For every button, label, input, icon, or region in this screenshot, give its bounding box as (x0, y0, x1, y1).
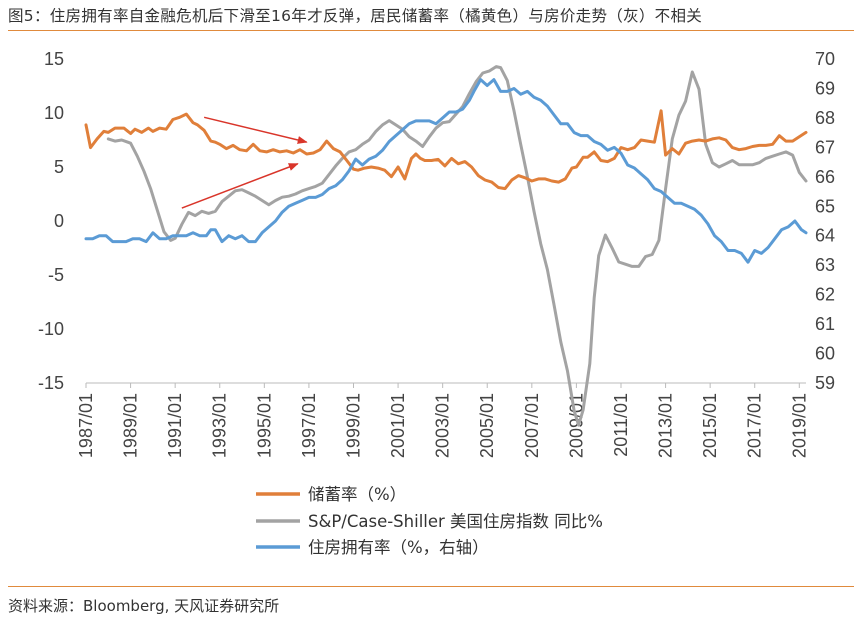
left-axis-ticks: 15 10 5 0 -5 -10 -15 (38, 49, 64, 393)
series-layer (84, 65, 808, 427)
left-tick-label: 5 (54, 157, 64, 177)
x-tick-label: 2009/01 (566, 393, 586, 458)
right-tick-label: 62 (815, 285, 835, 305)
left-tick-label: -10 (38, 319, 64, 339)
x-tick-label: 1995/01 (254, 393, 274, 458)
x-tick-label: 1999/01 (343, 393, 363, 458)
right-tick-label: 59 (815, 373, 835, 393)
x-tick-label: 2005/01 (477, 393, 497, 458)
right-tick-label: 67 (815, 137, 835, 157)
right-tick-label: 61 (815, 314, 835, 334)
x-tick-label: 1991/01 (165, 393, 185, 458)
legend-label-homeownership: 住房拥有率（%，右轴） (308, 538, 489, 557)
x-tick-label: 2007/01 (522, 393, 542, 458)
source-note: 资料来源：Bloomberg, 天风证券研究所 (8, 597, 280, 615)
left-tick-label: -15 (38, 373, 64, 393)
x-tick-label: 2011/01 (611, 393, 631, 457)
x-tick-label: 2001/01 (388, 393, 408, 458)
x-tick-label: 1997/01 (299, 393, 319, 458)
bottom-rule (8, 586, 854, 587)
right-tick-label: 66 (815, 167, 835, 187)
right-tick-label: 63 (815, 255, 835, 275)
savings-trend-arrow (203, 116, 308, 144)
left-tick-label: 10 (44, 103, 64, 123)
legend-label-savings: 储蓄率（%） (308, 485, 406, 504)
left-tick-label: -5 (48, 265, 64, 285)
right-tick-label: 64 (815, 226, 835, 246)
x-tick-label: 2013/01 (656, 393, 676, 458)
legend: 储蓄率（%） S&P/Case-Shiller 美国住房指数 同比% 住房拥有率… (256, 485, 603, 557)
right-axis-ticks: 70 69 68 67 66 65 64 63 62 61 60 59 (815, 49, 835, 393)
x-tick-label: 2003/01 (433, 393, 453, 458)
case-shiller-line (106, 65, 808, 427)
left-tick-label: 15 (44, 49, 64, 69)
x-tick-label: 2017/01 (745, 393, 765, 458)
x-axis-ticks: 1987/01 1989/01 1991/01 1993/01 1995/01 1997/… (76, 383, 809, 458)
price-trend-arrow (181, 163, 299, 209)
x-tick-label: 1987/01 (76, 393, 96, 458)
homeownership-line (84, 78, 808, 264)
x-tick-label: 2019/01 (789, 393, 809, 458)
chart-title: 图5：住房拥有率自金融危机后下滑至16年才反弹，居民储蓄率（橘黄色）与房价走势（… (8, 7, 703, 25)
x-tick-label: 1989/01 (121, 393, 141, 458)
savings-rate-line (84, 109, 808, 191)
right-tick-label: 60 (815, 344, 835, 364)
x-tick-label: 1993/01 (210, 393, 230, 458)
right-tick-label: 68 (815, 108, 835, 128)
right-tick-label: 69 (815, 78, 835, 98)
right-tick-label: 65 (815, 196, 835, 216)
annotation-layer (181, 116, 308, 209)
right-tick-label: 70 (815, 49, 835, 69)
legend-label-caseshiller: S&P/Case-Shiller 美国住房指数 同比% (308, 512, 603, 531)
x-tick-label: 2015/01 (700, 393, 720, 458)
top-rule (8, 30, 854, 31)
left-tick-label: 0 (54, 211, 64, 231)
